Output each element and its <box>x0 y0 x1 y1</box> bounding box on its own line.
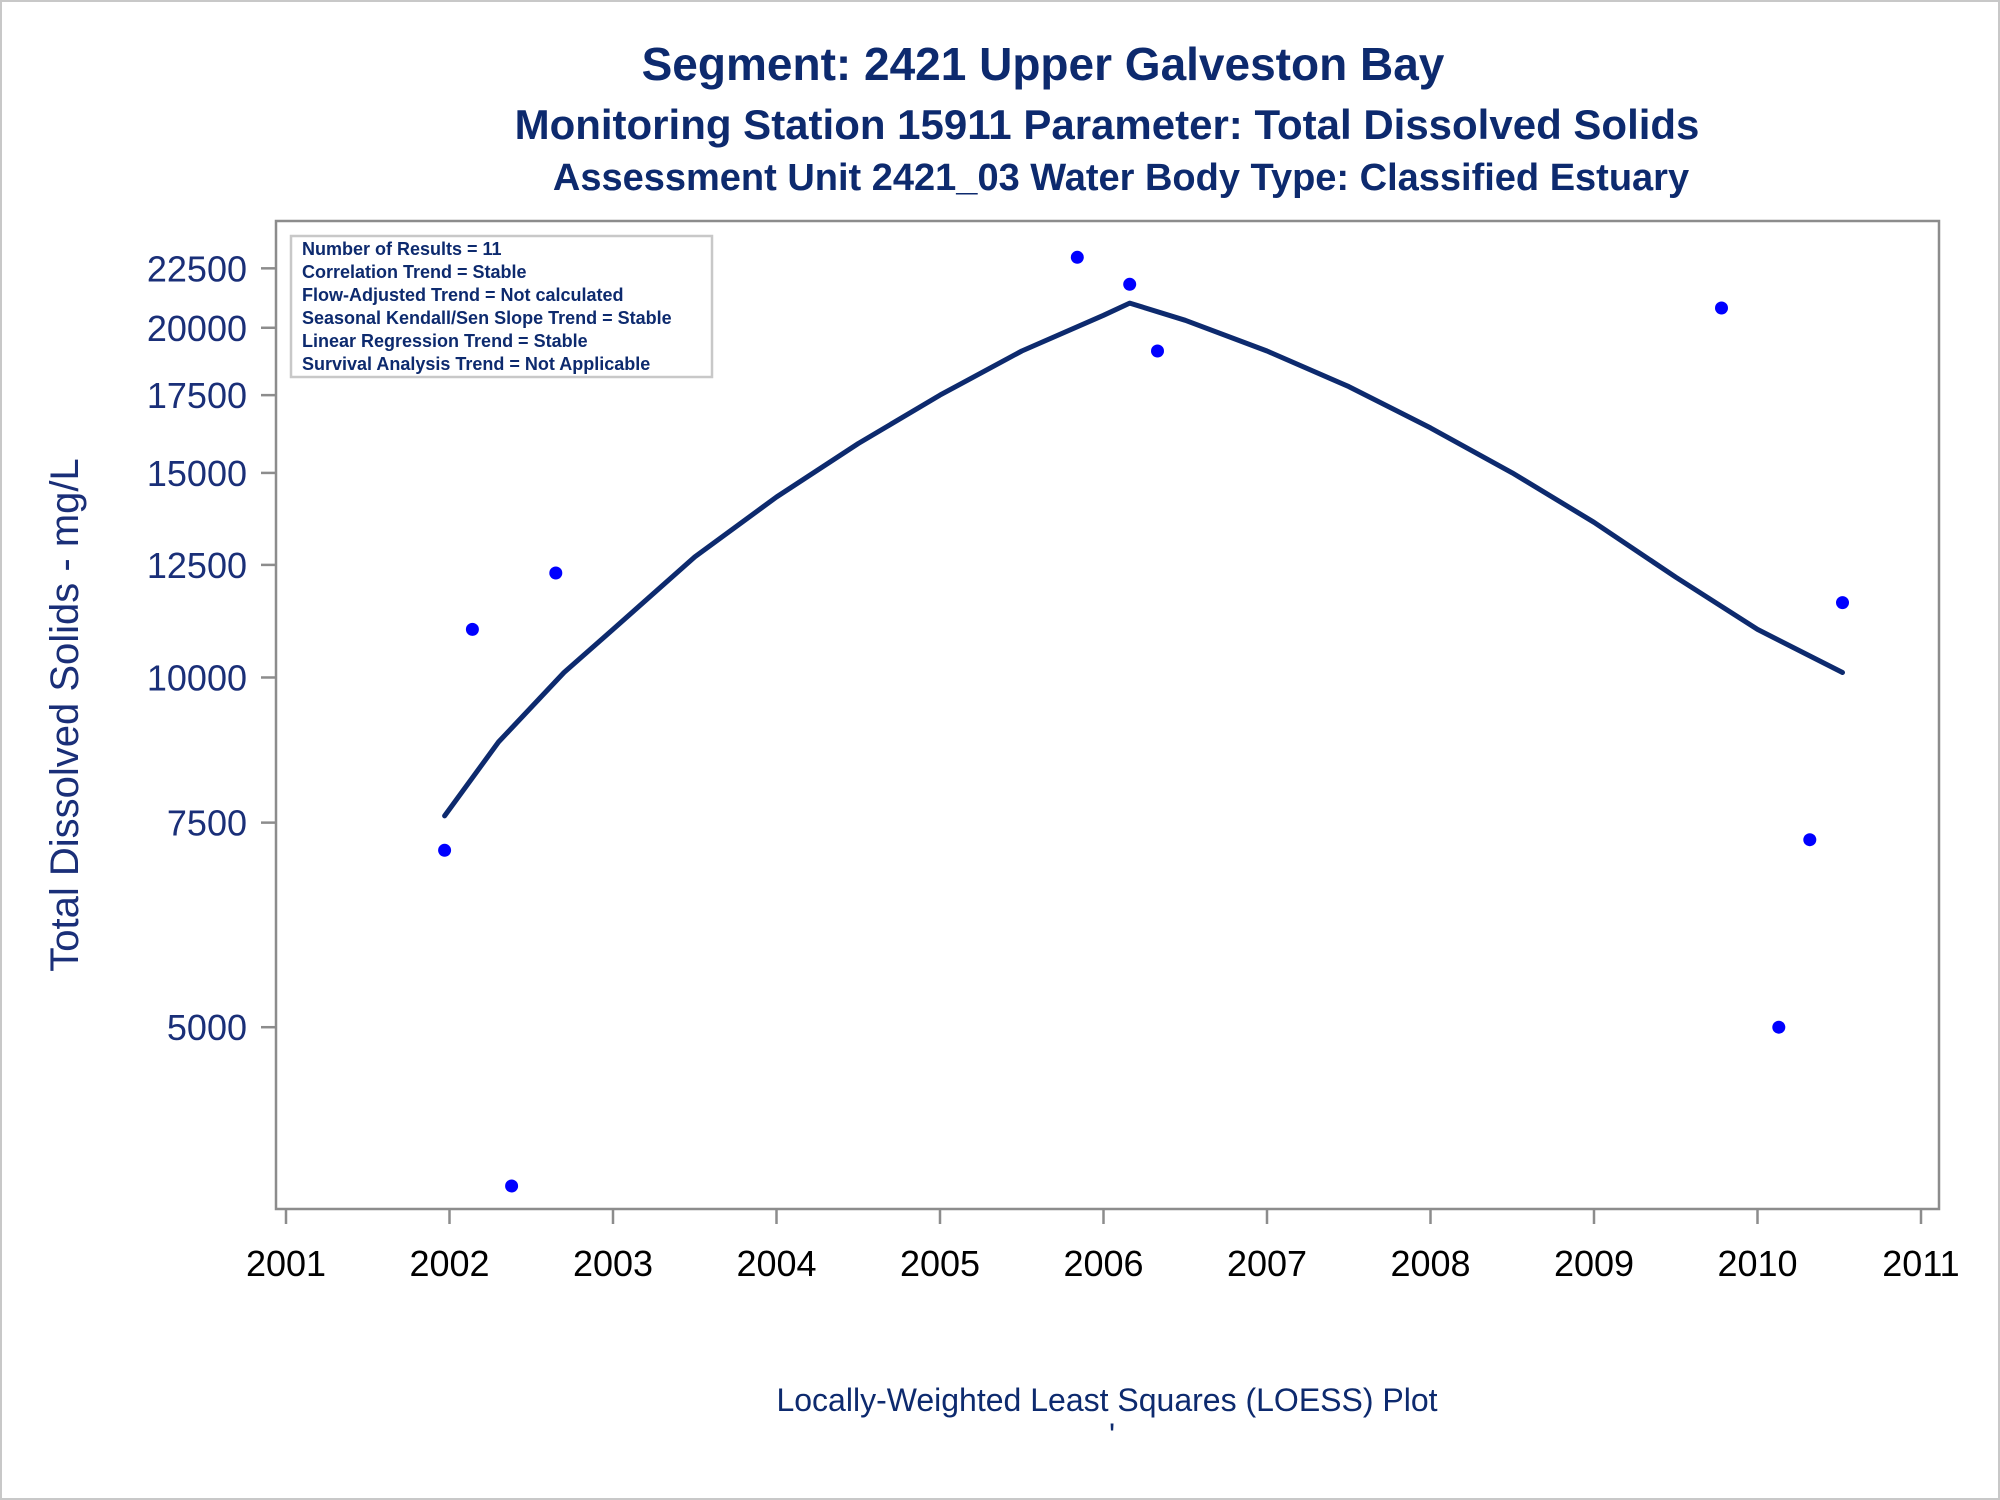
x-tick-label: 2006 <box>1063 1243 1143 1284</box>
stats-seasonal-kendall-trend: Seasonal Kendall/Sen Slope Trend = Stabl… <box>302 308 672 328</box>
chart-title: Segment: 2421 Upper Galveston Bay <box>642 38 1445 90</box>
data-point <box>1772 1020 1786 1034</box>
x-tick-label: 2008 <box>1390 1243 1470 1284</box>
series-layer <box>438 250 1849 1193</box>
y-tick-label: 7500 <box>167 803 247 844</box>
chart-subtitle-station: Monitoring Station 15911 Parameter: Tota… <box>515 101 1700 148</box>
y-tick-label: 22500 <box>147 248 247 289</box>
data-point <box>465 622 479 636</box>
data-point <box>438 843 452 857</box>
plot-area-border <box>274 219 1941 1211</box>
stats-box-frame <box>289 234 714 379</box>
stats-number-of-results: Number of Results = 11 <box>302 239 502 259</box>
y-tick-label: 20000 <box>147 308 247 349</box>
data-point <box>1151 344 1164 358</box>
y-tick-label: 15000 <box>147 453 247 494</box>
x-tick-label: 2001 <box>246 1243 326 1284</box>
stats-correlation-trend: Correlation Trend = Stable <box>302 262 527 282</box>
data-point <box>1123 277 1137 291</box>
data-point <box>505 1179 519 1193</box>
stats-box: Number of Results = 11 Correlation Trend… <box>289 234 714 379</box>
data-point <box>549 566 563 580</box>
y-tick-label: 5000 <box>167 1007 247 1048</box>
y-tick-label: 17500 <box>147 375 247 416</box>
x-tick-label: 2011 <box>1882 1243 1959 1284</box>
data-point <box>1836 596 1849 610</box>
footnote-mark: ' <box>1109 1417 1115 1453</box>
x-tick-label: 2010 <box>1717 1243 1797 1284</box>
y-axis: 5000 7500 10000 12500 15000 17500 20000 22500 <box>147 248 276 1048</box>
x-tick-label: 2005 <box>900 1243 980 1284</box>
data-point <box>1070 250 1084 264</box>
x-axis: 2001 2002 2003 2004 2005 2006 2007 2008 2009 2010… <box>246 1209 1960 1284</box>
data-point <box>1803 833 1817 847</box>
y-tick-label: 12500 <box>147 545 247 586</box>
data-point <box>1715 301 1728 315</box>
stats-flow-adjusted-trend: Flow-Adjusted Trend = Not calculated <box>302 285 624 305</box>
x-tick-label: 2009 <box>1554 1243 1634 1284</box>
stats-linear-regression-trend: Linear Regression Trend = Stable <box>302 331 588 351</box>
plot-footnote: Locally-Weighted Least Squares (LOESS) P… <box>776 1382 1437 1418</box>
x-tick-label: 2004 <box>736 1243 816 1284</box>
y-axis-label: Total Dissolved Solids - mg/L <box>43 458 87 972</box>
y-tick-label: 10000 <box>147 657 247 698</box>
x-tick-label: 2002 <box>409 1243 489 1284</box>
loess-line <box>442 300 1845 819</box>
chart-subtitle-assessment: Assessment Unit 2421_03 Water Body Type:… <box>553 157 1689 199</box>
x-tick-label: 2003 <box>573 1243 653 1284</box>
stats-survival-analysis-trend: Survival Analysis Trend = Not Applicable <box>302 354 650 374</box>
x-tick-label: 2007 <box>1227 1243 1307 1284</box>
